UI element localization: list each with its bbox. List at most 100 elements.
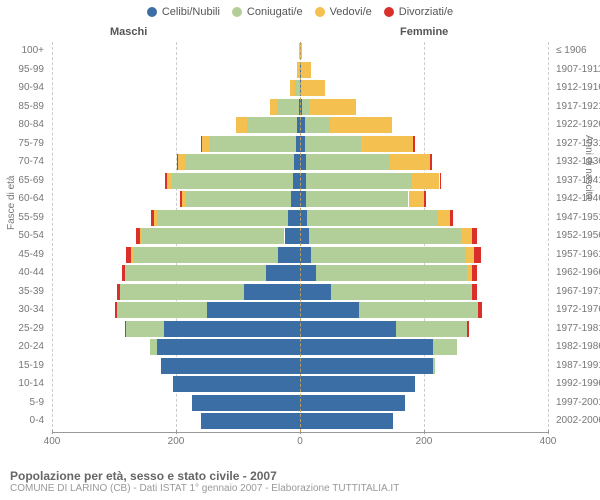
age-label: 65-69 bbox=[0, 172, 44, 191]
bar-segment-div bbox=[424, 191, 426, 207]
birth-year-label: 1947-1951 bbox=[556, 209, 600, 228]
bar-segment-con bbox=[433, 358, 434, 374]
bar-segment-ved bbox=[409, 191, 425, 207]
age-label: 70-74 bbox=[0, 153, 44, 172]
bar-segment-ved bbox=[125, 265, 126, 281]
bar-segment-cel bbox=[300, 358, 433, 374]
age-label: 30-34 bbox=[0, 301, 44, 320]
bar-segment-con bbox=[247, 117, 297, 133]
bar-segment-con bbox=[185, 191, 290, 207]
bar-segment-div bbox=[472, 284, 477, 300]
bar-segment-con bbox=[396, 321, 467, 337]
gridline bbox=[548, 42, 549, 432]
bar-segment-cel bbox=[300, 210, 307, 226]
birth-year-label: 1957-1961 bbox=[556, 246, 600, 265]
bar-segment-cel bbox=[157, 339, 300, 355]
bar-segment-con bbox=[331, 284, 471, 300]
bar-segment-div bbox=[177, 154, 178, 170]
legend-item: Divorziati/e bbox=[384, 6, 453, 18]
bar-segment-con bbox=[157, 210, 287, 226]
chart-footer: Popolazione per età, sesso e stato civil… bbox=[10, 469, 590, 494]
bar-segment-div bbox=[117, 284, 120, 300]
bar-segment-cel bbox=[278, 247, 300, 263]
x-tick-label: 0 bbox=[297, 436, 303, 447]
bar-segment-cel bbox=[244, 284, 300, 300]
x-tick-label: 400 bbox=[540, 436, 557, 447]
legend-item: Vedovi/e bbox=[315, 6, 372, 18]
bar-segment-con bbox=[172, 173, 293, 189]
age-label: 80-84 bbox=[0, 116, 44, 135]
bar-segment-ved bbox=[270, 99, 277, 115]
bar-segment-cel bbox=[300, 376, 415, 392]
bar-segment-div bbox=[440, 173, 442, 189]
bar-segment-con bbox=[306, 173, 411, 189]
bar-segment-con bbox=[126, 265, 266, 281]
bar-segment-div bbox=[413, 136, 414, 152]
birth-year-label: 1972-1976 bbox=[556, 301, 600, 320]
legend-label: Celibi/Nubili bbox=[162, 6, 220, 18]
birth-year-label: 1922-1926 bbox=[556, 116, 600, 135]
bar-segment-ved bbox=[390, 154, 430, 170]
bar-segment-div bbox=[115, 302, 117, 318]
birth-year-label: 1987-1991 bbox=[556, 357, 600, 376]
bar-segment-div bbox=[125, 321, 126, 337]
age-label: 25-29 bbox=[0, 320, 44, 339]
age-label: 50-54 bbox=[0, 227, 44, 246]
bar-segment-div bbox=[478, 302, 482, 318]
bar-segment-con bbox=[126, 321, 163, 337]
age-label: 10-14 bbox=[0, 375, 44, 394]
bar-segment-con bbox=[359, 302, 477, 318]
age-label: 55-59 bbox=[0, 209, 44, 228]
bar-segment-ved bbox=[290, 80, 295, 96]
bar-segment-con bbox=[306, 154, 390, 170]
bar-segment-cel bbox=[300, 395, 405, 411]
legend-label: Coniugati/e bbox=[247, 6, 303, 18]
bar-segment-ved bbox=[361, 136, 414, 152]
bar-segment-cel bbox=[293, 173, 300, 189]
bar-segment-ved bbox=[438, 210, 450, 226]
bar-segment-div bbox=[430, 154, 432, 170]
birth-year-label: 1937-1941 bbox=[556, 172, 600, 191]
age-label: 60-64 bbox=[0, 190, 44, 209]
bar-segment-con bbox=[309, 228, 461, 244]
bar-segment-con bbox=[302, 99, 309, 115]
birth-year-label: 1927-1931 bbox=[556, 135, 600, 154]
bar-segment-ved bbox=[301, 62, 310, 78]
birth-year-label: 1977-1981 bbox=[556, 320, 600, 339]
bar-segment-con bbox=[316, 265, 468, 281]
birth-year-label: 1992-1996 bbox=[556, 375, 600, 394]
legend-dot bbox=[232, 7, 242, 17]
x-tick-mark bbox=[176, 430, 177, 434]
bar-segment-con bbox=[433, 339, 457, 355]
footer-subtitle: COMUNE DI LARINO (CB) - Dati ISTAT 1° ge… bbox=[10, 483, 590, 494]
bar-segment-cel bbox=[300, 265, 316, 281]
x-tick-label: 400 bbox=[44, 436, 61, 447]
bar-segment-div bbox=[474, 247, 481, 263]
age-label: 100+ bbox=[0, 42, 44, 61]
bar-segment-cel bbox=[164, 321, 300, 337]
bar-segment-con bbox=[306, 191, 408, 207]
birth-year-label: 1932-1936 bbox=[556, 153, 600, 172]
age-label: 0-4 bbox=[0, 412, 44, 431]
bar-segment-ved bbox=[131, 247, 133, 263]
bar-segment-con bbox=[277, 99, 299, 115]
birth-year-label: 1907-1911 bbox=[556, 61, 600, 80]
legend-label: Divorziati/e bbox=[399, 6, 453, 18]
age-label: 35-39 bbox=[0, 283, 44, 302]
bar-segment-ved bbox=[302, 80, 324, 96]
bar-segment-cel bbox=[300, 413, 393, 429]
bar-segment-div bbox=[136, 228, 140, 244]
bar-segment-con bbox=[311, 247, 466, 263]
bar-segment-cel bbox=[300, 228, 309, 244]
bar-segment-con bbox=[150, 339, 157, 355]
bar-segment-con bbox=[185, 154, 294, 170]
x-tick-mark bbox=[548, 430, 549, 434]
bar-segment-cel bbox=[300, 284, 331, 300]
birth-year-label: 2002-2006 bbox=[556, 412, 600, 431]
x-tick-mark bbox=[424, 430, 425, 434]
bar-segment-ved bbox=[310, 99, 357, 115]
bar-segment-cel bbox=[300, 247, 311, 263]
legend-label: Vedovi/e bbox=[330, 6, 372, 18]
age-label: 40-44 bbox=[0, 264, 44, 283]
birth-year-label: ≤ 1906 bbox=[556, 42, 600, 61]
